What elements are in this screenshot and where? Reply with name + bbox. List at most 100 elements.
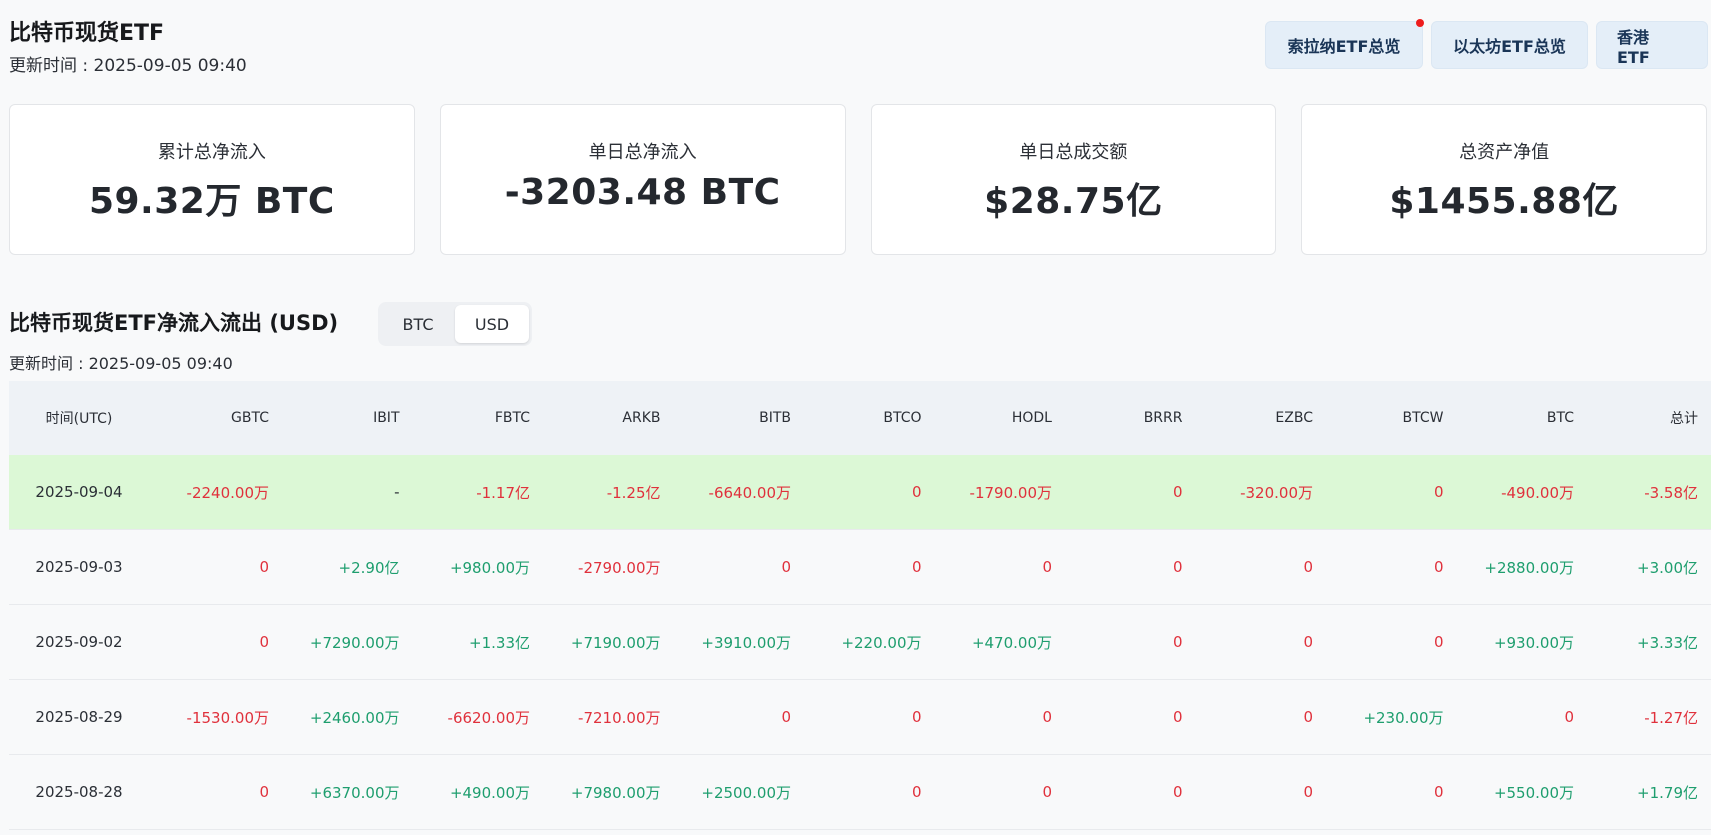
- toggle-btc[interactable]: BTC: [402, 314, 434, 334]
- stat-label: 单日总成交额: [1019, 142, 1128, 163]
- column-header: BTCW: [1402, 410, 1444, 426]
- section-title: 比特币现货ETF净流入流出 (USD): [9, 311, 339, 335]
- column-header: 总计: [1670, 411, 1698, 427]
- table-cell: -: [394, 483, 400, 501]
- column-header: EZBC: [1275, 410, 1313, 426]
- table-row: 2025-08-29 -1530.00万 +2460.00万 -6620.00万 -72…: [9, 680, 1711, 755]
- column-header: BRRR: [1143, 410, 1183, 426]
- table-cell: -7210.00万: [578, 708, 661, 727]
- table-cell: 0: [1172, 558, 1183, 576]
- section-update-time: 更新时间 : 2025-09-05 09:40: [9, 354, 233, 373]
- table-cell: +1.33亿: [469, 633, 530, 652]
- table-cell: 0: [1172, 708, 1183, 726]
- table-cell: 0: [1042, 558, 1052, 576]
- column-header: BTCO: [883, 410, 922, 426]
- stat-value: $28.75亿: [984, 181, 1163, 222]
- table-cell: +230.00万: [1363, 708, 1444, 727]
- stat-value: -3203.48 BTC: [504, 172, 781, 213]
- table-cell: +3.33亿: [1637, 633, 1698, 652]
- table-cell: 0: [1042, 783, 1052, 801]
- table-cell: 0: [1433, 558, 1444, 576]
- table-cell: 0: [911, 483, 922, 501]
- unit-toggle: BTC USD: [378, 302, 532, 346]
- table-cell: -490.00万: [1501, 483, 1574, 502]
- table-cell: 0: [1433, 483, 1444, 501]
- column-header: ARKB: [622, 410, 661, 426]
- table-cell: 0: [781, 708, 791, 726]
- solana-etf-button[interactable]: 索拉纳ETF总览: [1265, 19, 1424, 69]
- column-header: FBTC: [494, 410, 530, 426]
- table-row: 2025-09-02 0 +7290.00万 +1.33亿 +7190.00万 +3910…: [9, 605, 1711, 680]
- table-cell: +490.00万: [449, 783, 530, 802]
- table-cell: 0: [1303, 783, 1313, 801]
- table-cell: 0: [781, 558, 791, 576]
- table-cell: 0: [911, 708, 922, 726]
- page-title: 比特币现货ETF: [9, 21, 165, 46]
- column-header: HODL: [1011, 410, 1052, 426]
- table-cell: 0: [1303, 708, 1313, 726]
- ethereum-etf-label: 以太坊ETF总览: [1453, 37, 1566, 56]
- hongkong-etf-button[interactable]: 香港 ETF: [1596, 21, 1708, 69]
- table-cell: +2460.00万: [309, 708, 400, 727]
- table-cell: 0: [259, 633, 269, 651]
- table-cell: 0: [1172, 633, 1183, 651]
- column-header: 时间(UTC): [45, 411, 113, 427]
- table-cell: 0: [911, 558, 922, 576]
- table-cell: 0: [259, 558, 269, 576]
- toggle-usd[interactable]: USD: [455, 305, 529, 343]
- table-row: 2025-09-04 -2240.00万 - -1.17亿 -1.25亿 -6640.00…: [9, 455, 1711, 530]
- table-cell: 0: [1303, 633, 1313, 651]
- top-nav: 索拉纳ETF总览 以太坊ETF总览 香港 ETF: [1265, 19, 1708, 69]
- table-cell: +3.00亿: [1637, 558, 1698, 577]
- stat-value: 59.32万 BTC: [88, 181, 335, 222]
- table-cell: -1.25亿: [606, 483, 661, 502]
- table-row: 2025-09-03 0 +2.90亿 +980.00万 -2790.00万 0 0 0 0 0 0…: [9, 530, 1711, 605]
- column-header: BITB: [759, 410, 791, 426]
- table-cell: +6370.00万: [309, 783, 400, 802]
- table-cell: +7290.00万: [309, 633, 400, 652]
- table-cell: -2240.00万: [186, 483, 269, 502]
- stat-label: 总资产净值: [1459, 142, 1550, 163]
- update-time: 更新时间 : 2025-09-05 09:40: [9, 56, 247, 76]
- table-cell: -6620.00万: [447, 708, 530, 727]
- stat-cards: 累计总净流入 59.32万 BTC 单日总净流入 -3203.48 BTC 单日…: [9, 104, 1707, 255]
- table-cell: 0: [1172, 783, 1183, 801]
- stat-card-daily-inflow: 单日总净流入 -3203.48 BTC: [439, 104, 846, 255]
- table-cell: -320.00万: [1240, 483, 1313, 502]
- stat-label: 累计总净流入: [157, 142, 266, 163]
- column-header: IBIT: [373, 410, 400, 426]
- table-cell: 0: [1433, 783, 1444, 801]
- row-date: 2025-09-03: [35, 558, 123, 576]
- table-cell: 0: [1433, 633, 1444, 651]
- notification-dot-icon: [1416, 19, 1424, 27]
- stat-card-total-inflow: 累计总净流入 59.32万 BTC: [9, 104, 415, 255]
- table-cell: 0: [259, 783, 269, 801]
- table-cell: +220.00万: [841, 633, 922, 652]
- table-cell: +1.79亿: [1637, 783, 1698, 802]
- table-cell: -1530.00万: [186, 708, 269, 727]
- ethereum-etf-button[interactable]: 以太坊ETF总览: [1431, 21, 1588, 69]
- table-cell: 0: [1303, 558, 1313, 576]
- stat-card-daily-volume: 单日总成交额 $28.75亿: [870, 104, 1277, 255]
- table-cell: +7190.00万: [570, 633, 661, 652]
- table-cell: +2.90亿: [338, 558, 400, 577]
- table-cell: 0: [1042, 708, 1052, 726]
- table-cell: +2500.00万: [701, 783, 791, 802]
- table-cell: +2880.00万: [1484, 558, 1574, 577]
- row-date: 2025-09-04: [35, 483, 123, 501]
- table-cell: -6640.00万: [708, 483, 791, 502]
- etf-flow-table: 时间(UTC) GBTC IBIT FBTC ARKB BITB BTCO HO…: [9, 381, 1711, 830]
- table-cell: -2790.00万: [578, 558, 661, 577]
- table-cell: 0: [1172, 483, 1183, 501]
- table-cell: +930.00万: [1493, 633, 1574, 652]
- table-cell: 0: [1564, 708, 1574, 726]
- stat-value: $1455.88亿: [1389, 181, 1619, 222]
- table-header: 时间(UTC) GBTC IBIT FBTC ARKB BITB BTCO HO…: [9, 381, 1711, 455]
- stat-label: 单日总净流入: [588, 142, 697, 163]
- column-header: BTC: [1546, 410, 1574, 426]
- table-cell: +980.00万: [449, 558, 530, 577]
- row-date: 2025-09-02: [35, 633, 123, 651]
- column-header: GBTC: [231, 410, 269, 426]
- table-cell: 0: [911, 783, 922, 801]
